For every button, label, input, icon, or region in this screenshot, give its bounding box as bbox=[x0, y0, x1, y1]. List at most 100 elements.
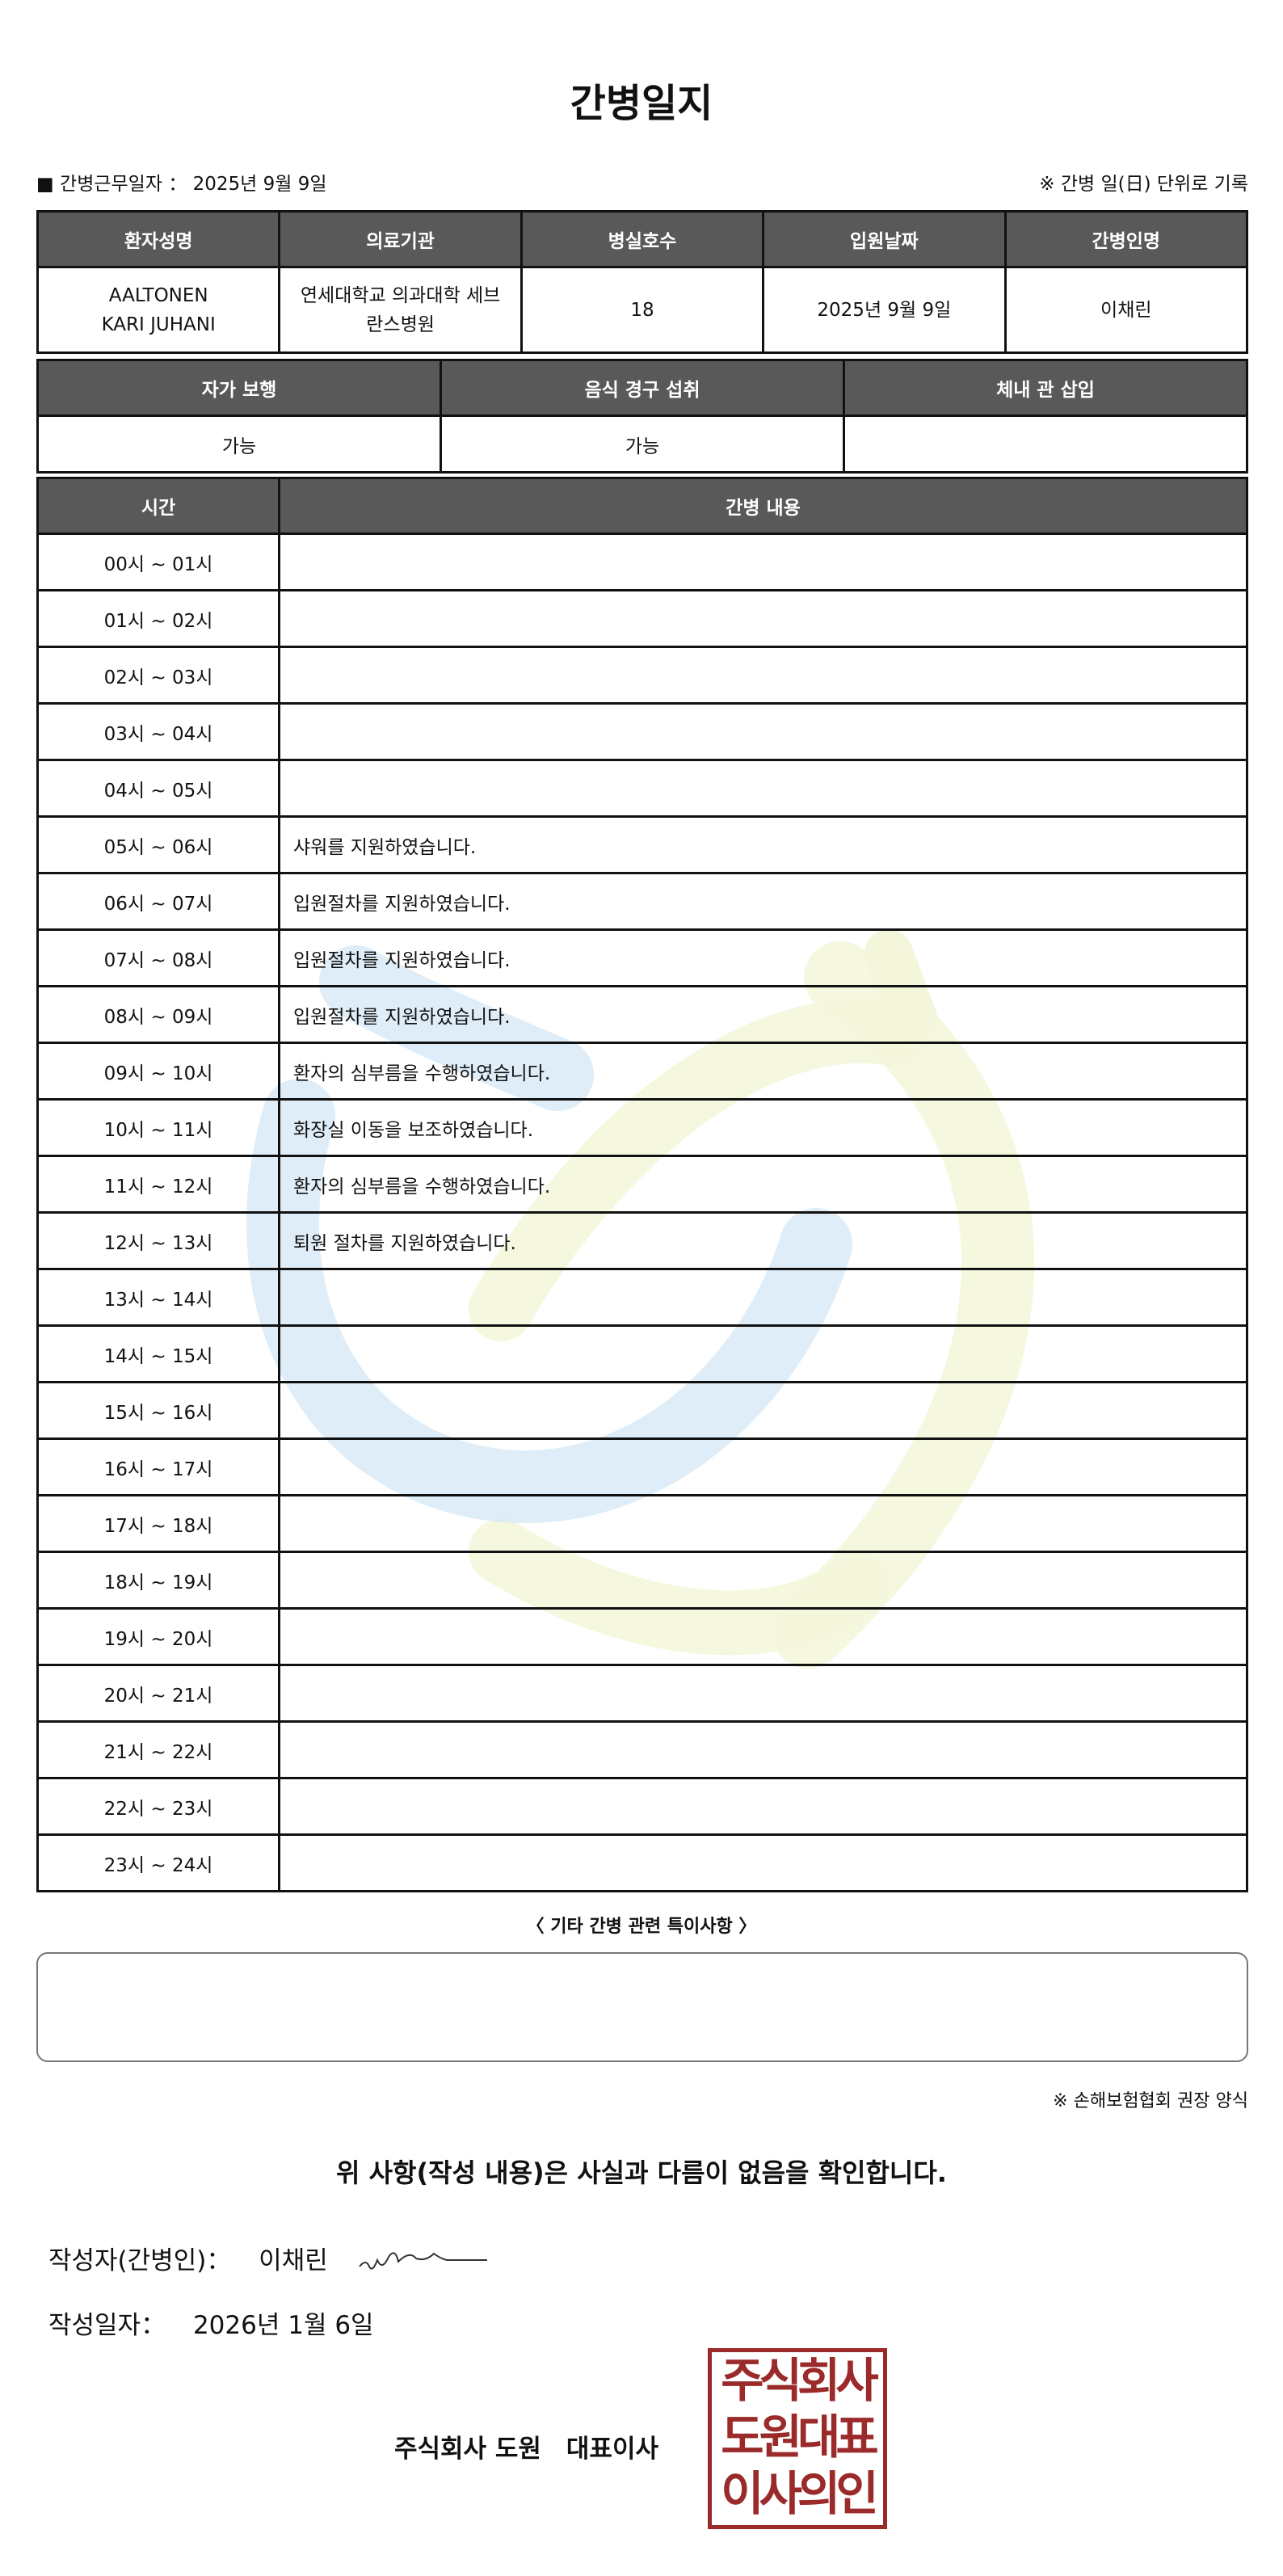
header-room: 병실호수 bbox=[520, 210, 765, 268]
care-content-cell bbox=[278, 532, 1248, 591]
time-cell: 05시 ~ 06시 bbox=[36, 815, 280, 874]
care-content-cell: 입원절차를 지원하였습니다. bbox=[278, 872, 1248, 931]
care-content-cell bbox=[278, 1664, 1248, 1723]
status-table: 자가 보행 음식 경구 섭취 체내 관 삽입 가능 가능 bbox=[36, 359, 1248, 474]
signature bbox=[358, 2251, 487, 2270]
table-row: 08시 ~ 09시 입원절차를 지원하였습니다. bbox=[36, 985, 1248, 1044]
table-row: 22시 ~ 23시 bbox=[36, 1777, 1248, 1836]
care-content-cell: 환자의 심부름을 수행하였습니다. bbox=[278, 1042, 1248, 1101]
notes-box bbox=[36, 1952, 1248, 2062]
time-cell: 12시 ~ 13시 bbox=[36, 1211, 280, 1270]
time-cell: 22시 ~ 23시 bbox=[36, 1777, 280, 1836]
confirmation-statement: 위 사항(작성 내용)은 사실과 다름이 없음을 확인합니다. bbox=[336, 2157, 947, 2188]
care-content-cell bbox=[278, 1494, 1248, 1553]
table-row: 11시 ~ 12시 환자의 심부름을 수행하였습니다. bbox=[36, 1155, 1248, 1214]
time-cell: 17시 ~ 18시 bbox=[36, 1494, 280, 1553]
time-cell: 19시 ~ 20시 bbox=[36, 1607, 280, 1666]
table-row: 14시 ~ 15시 bbox=[36, 1324, 1248, 1383]
header-admission-date: 입원날짜 bbox=[762, 210, 1007, 268]
care-content-cell bbox=[278, 1833, 1248, 1892]
header-patient-name: 환자성명 bbox=[36, 210, 281, 268]
care-content-cell: 샤워를 지원하였습니다. bbox=[278, 815, 1248, 874]
tube-insertion bbox=[843, 415, 1248, 474]
work-date: ■ 간병근무일자 ： 2025년 9월 9일 bbox=[36, 168, 327, 196]
time-cell: 16시 ~ 17시 bbox=[36, 1437, 280, 1496]
written-date-label: 작성일자： bbox=[48, 2311, 166, 2340]
care-content-cell bbox=[278, 646, 1248, 705]
care-content-cell bbox=[278, 1551, 1248, 1610]
seal-line: 이사의인 bbox=[721, 2466, 878, 2521]
work-date-value: 2025년 9월 9일 bbox=[192, 174, 327, 195]
care-content-cell bbox=[278, 1268, 1248, 1327]
admission-date: 2025년 9월 9일 bbox=[762, 266, 1007, 354]
written-date-line: 작성일자： 2026년 1월 6일 bbox=[48, 2305, 393, 2341]
time-cell: 13시 ~ 14시 bbox=[36, 1268, 280, 1327]
header-caregiver: 간병인명 bbox=[1003, 210, 1249, 268]
table-row: 20시 ~ 21시 bbox=[36, 1664, 1248, 1723]
time-cell: 02시 ~ 03시 bbox=[36, 646, 280, 705]
header-oral-intake: 음식 경구 섭취 bbox=[440, 359, 845, 417]
time-cell: 03시 ~ 04시 bbox=[36, 702, 280, 761]
seal-line: 주식회사 bbox=[721, 2353, 878, 2408]
company-representative: 주식회사 도원 대표이사 bbox=[394, 2435, 658, 2464]
table-row: 05시 ~ 06시 샤워를 지원하였습니다. bbox=[36, 815, 1248, 874]
hospital: 연세대학교 의과대학 세브란스병원 bbox=[278, 266, 523, 354]
header-hospital: 의료기관 bbox=[278, 210, 523, 268]
form-note: ※ 손해보험협회 권장 양식 bbox=[1053, 2091, 1248, 2111]
care-content-cell bbox=[278, 1324, 1248, 1383]
time-cell: 15시 ~ 16시 bbox=[36, 1381, 280, 1440]
time-cell: 14시 ~ 15시 bbox=[36, 1324, 280, 1383]
table-row: 03시 ~ 04시 bbox=[36, 702, 1248, 761]
table-row: 10시 ~ 11시 화장실 이동을 보조하였습니다. bbox=[36, 1098, 1248, 1157]
care-content-cell: 퇴원 절차를 지원하였습니다. bbox=[278, 1211, 1248, 1270]
table-row: 23시 ~ 24시 bbox=[36, 1833, 1248, 1892]
oral-intake: 가능 bbox=[440, 415, 845, 474]
notes-label: 〈 기타 간병 관련 특이사항 〉 bbox=[526, 1917, 757, 1937]
table-row: 21시 ~ 22시 bbox=[36, 1720, 1248, 1779]
time-cell: 21시 ~ 22시 bbox=[36, 1720, 280, 1779]
care-content-cell bbox=[278, 702, 1248, 761]
table-row: 04시 ~ 05시 bbox=[36, 759, 1248, 818]
time-cell: 11시 ~ 12시 bbox=[36, 1155, 280, 1214]
table-row: 07시 ~ 08시 입원절차를 지원하였습니다. bbox=[36, 928, 1248, 987]
patient-table: 환자성명 의료기관 병실호수 입원날짜 간병인명 AALTONEN KARI J… bbox=[36, 210, 1249, 354]
care-log-table: 시간 간병 내용 00시 ~ 01시 01시 ~ 02시 02시 ~ 03시 03시 … bbox=[36, 477, 1248, 1892]
header-tube-insertion: 체내 관 삽입 bbox=[843, 359, 1248, 417]
table-row: 00시 ~ 01시 bbox=[36, 532, 1248, 591]
table-row: 13시 ~ 14시 bbox=[36, 1268, 1248, 1327]
table-row: 02시 ~ 03시 bbox=[36, 646, 1248, 705]
care-content-cell bbox=[278, 759, 1248, 818]
self-walking: 가능 bbox=[36, 415, 442, 474]
table-row: 18시 ~ 19시 bbox=[36, 1551, 1248, 1610]
record-note: ※ 간병 일(日) 단위로 기록 bbox=[1039, 174, 1248, 195]
time-cell: 10시 ~ 11시 bbox=[36, 1098, 280, 1157]
care-content-cell: 입원절차를 지원하였습니다. bbox=[278, 928, 1248, 987]
writer-name: 이채린 bbox=[259, 2246, 328, 2275]
page-title: 간병일지 bbox=[570, 81, 713, 126]
seal-line: 도원대표 bbox=[721, 2410, 878, 2464]
table-row: 01시 ~ 02시 bbox=[36, 589, 1248, 648]
care-content-cell: 환자의 심부름을 수행하였습니다. bbox=[278, 1155, 1248, 1214]
writer-line: 작성자(간병인)： 이채린 bbox=[48, 2240, 493, 2279]
care-content-cell bbox=[278, 1720, 1248, 1779]
header-self-walking: 자가 보행 bbox=[36, 359, 442, 417]
room-number: 18 bbox=[520, 266, 765, 354]
written-date-value: 2026년 1월 6일 bbox=[192, 2311, 374, 2340]
header-time: 시간 bbox=[36, 477, 280, 535]
care-content-cell bbox=[278, 1437, 1248, 1496]
time-cell: 20시 ~ 21시 bbox=[36, 1664, 280, 1723]
care-content-cell bbox=[278, 1607, 1248, 1666]
time-cell: 09시 ~ 10시 bbox=[36, 1042, 280, 1101]
time-cell: 04시 ~ 05시 bbox=[36, 759, 280, 818]
time-cell: 06시 ~ 07시 bbox=[36, 872, 280, 931]
table-row: 16시 ~ 17시 bbox=[36, 1437, 1248, 1496]
time-cell: 23시 ~ 24시 bbox=[36, 1833, 280, 1892]
writer-label: 작성자(간병인)： bbox=[48, 2246, 232, 2275]
care-content-cell bbox=[278, 1777, 1248, 1836]
care-content-cell bbox=[278, 589, 1248, 648]
table-row: 06시 ~ 07시 입원절차를 지원하였습니다. bbox=[36, 872, 1248, 931]
table-row: 12시 ~ 13시 퇴원 절차를 지원하였습니다. bbox=[36, 1211, 1248, 1270]
care-content-cell: 화장실 이동을 보조하였습니다. bbox=[278, 1098, 1248, 1157]
table-row: 09시 ~ 10시 환자의 심부름을 수행하였습니다. bbox=[36, 1042, 1248, 1101]
table-row: 19시 ~ 20시 bbox=[36, 1607, 1248, 1666]
